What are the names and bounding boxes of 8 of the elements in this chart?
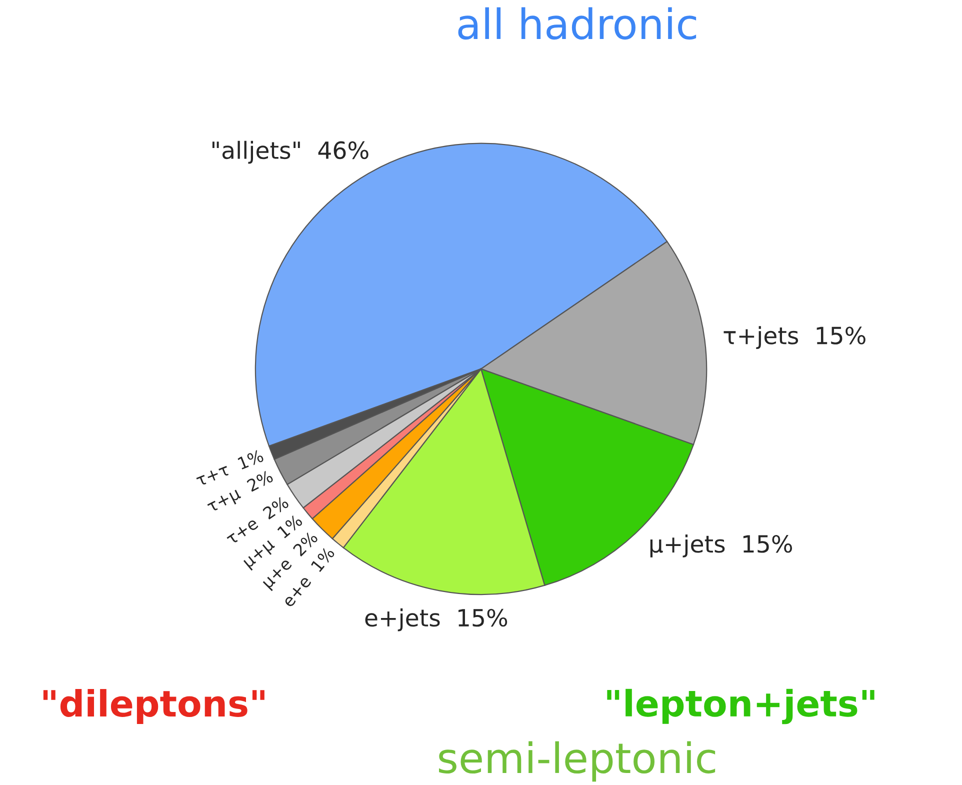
- text: "lepton+jets": [607, 688, 874, 724]
- text: semi-leptonic: [438, 741, 716, 782]
- text: all hadronic: [458, 7, 696, 40]
- text: "dileptons": [43, 689, 264, 724]
- slice-label: τ+jets 15%: [724, 326, 866, 349]
- slice-label: μ+jets 15%: [650, 534, 792, 558]
- slice-label: "alljets" 46%: [212, 140, 368, 164]
- slice-label: e+jets 15%: [365, 608, 508, 632]
